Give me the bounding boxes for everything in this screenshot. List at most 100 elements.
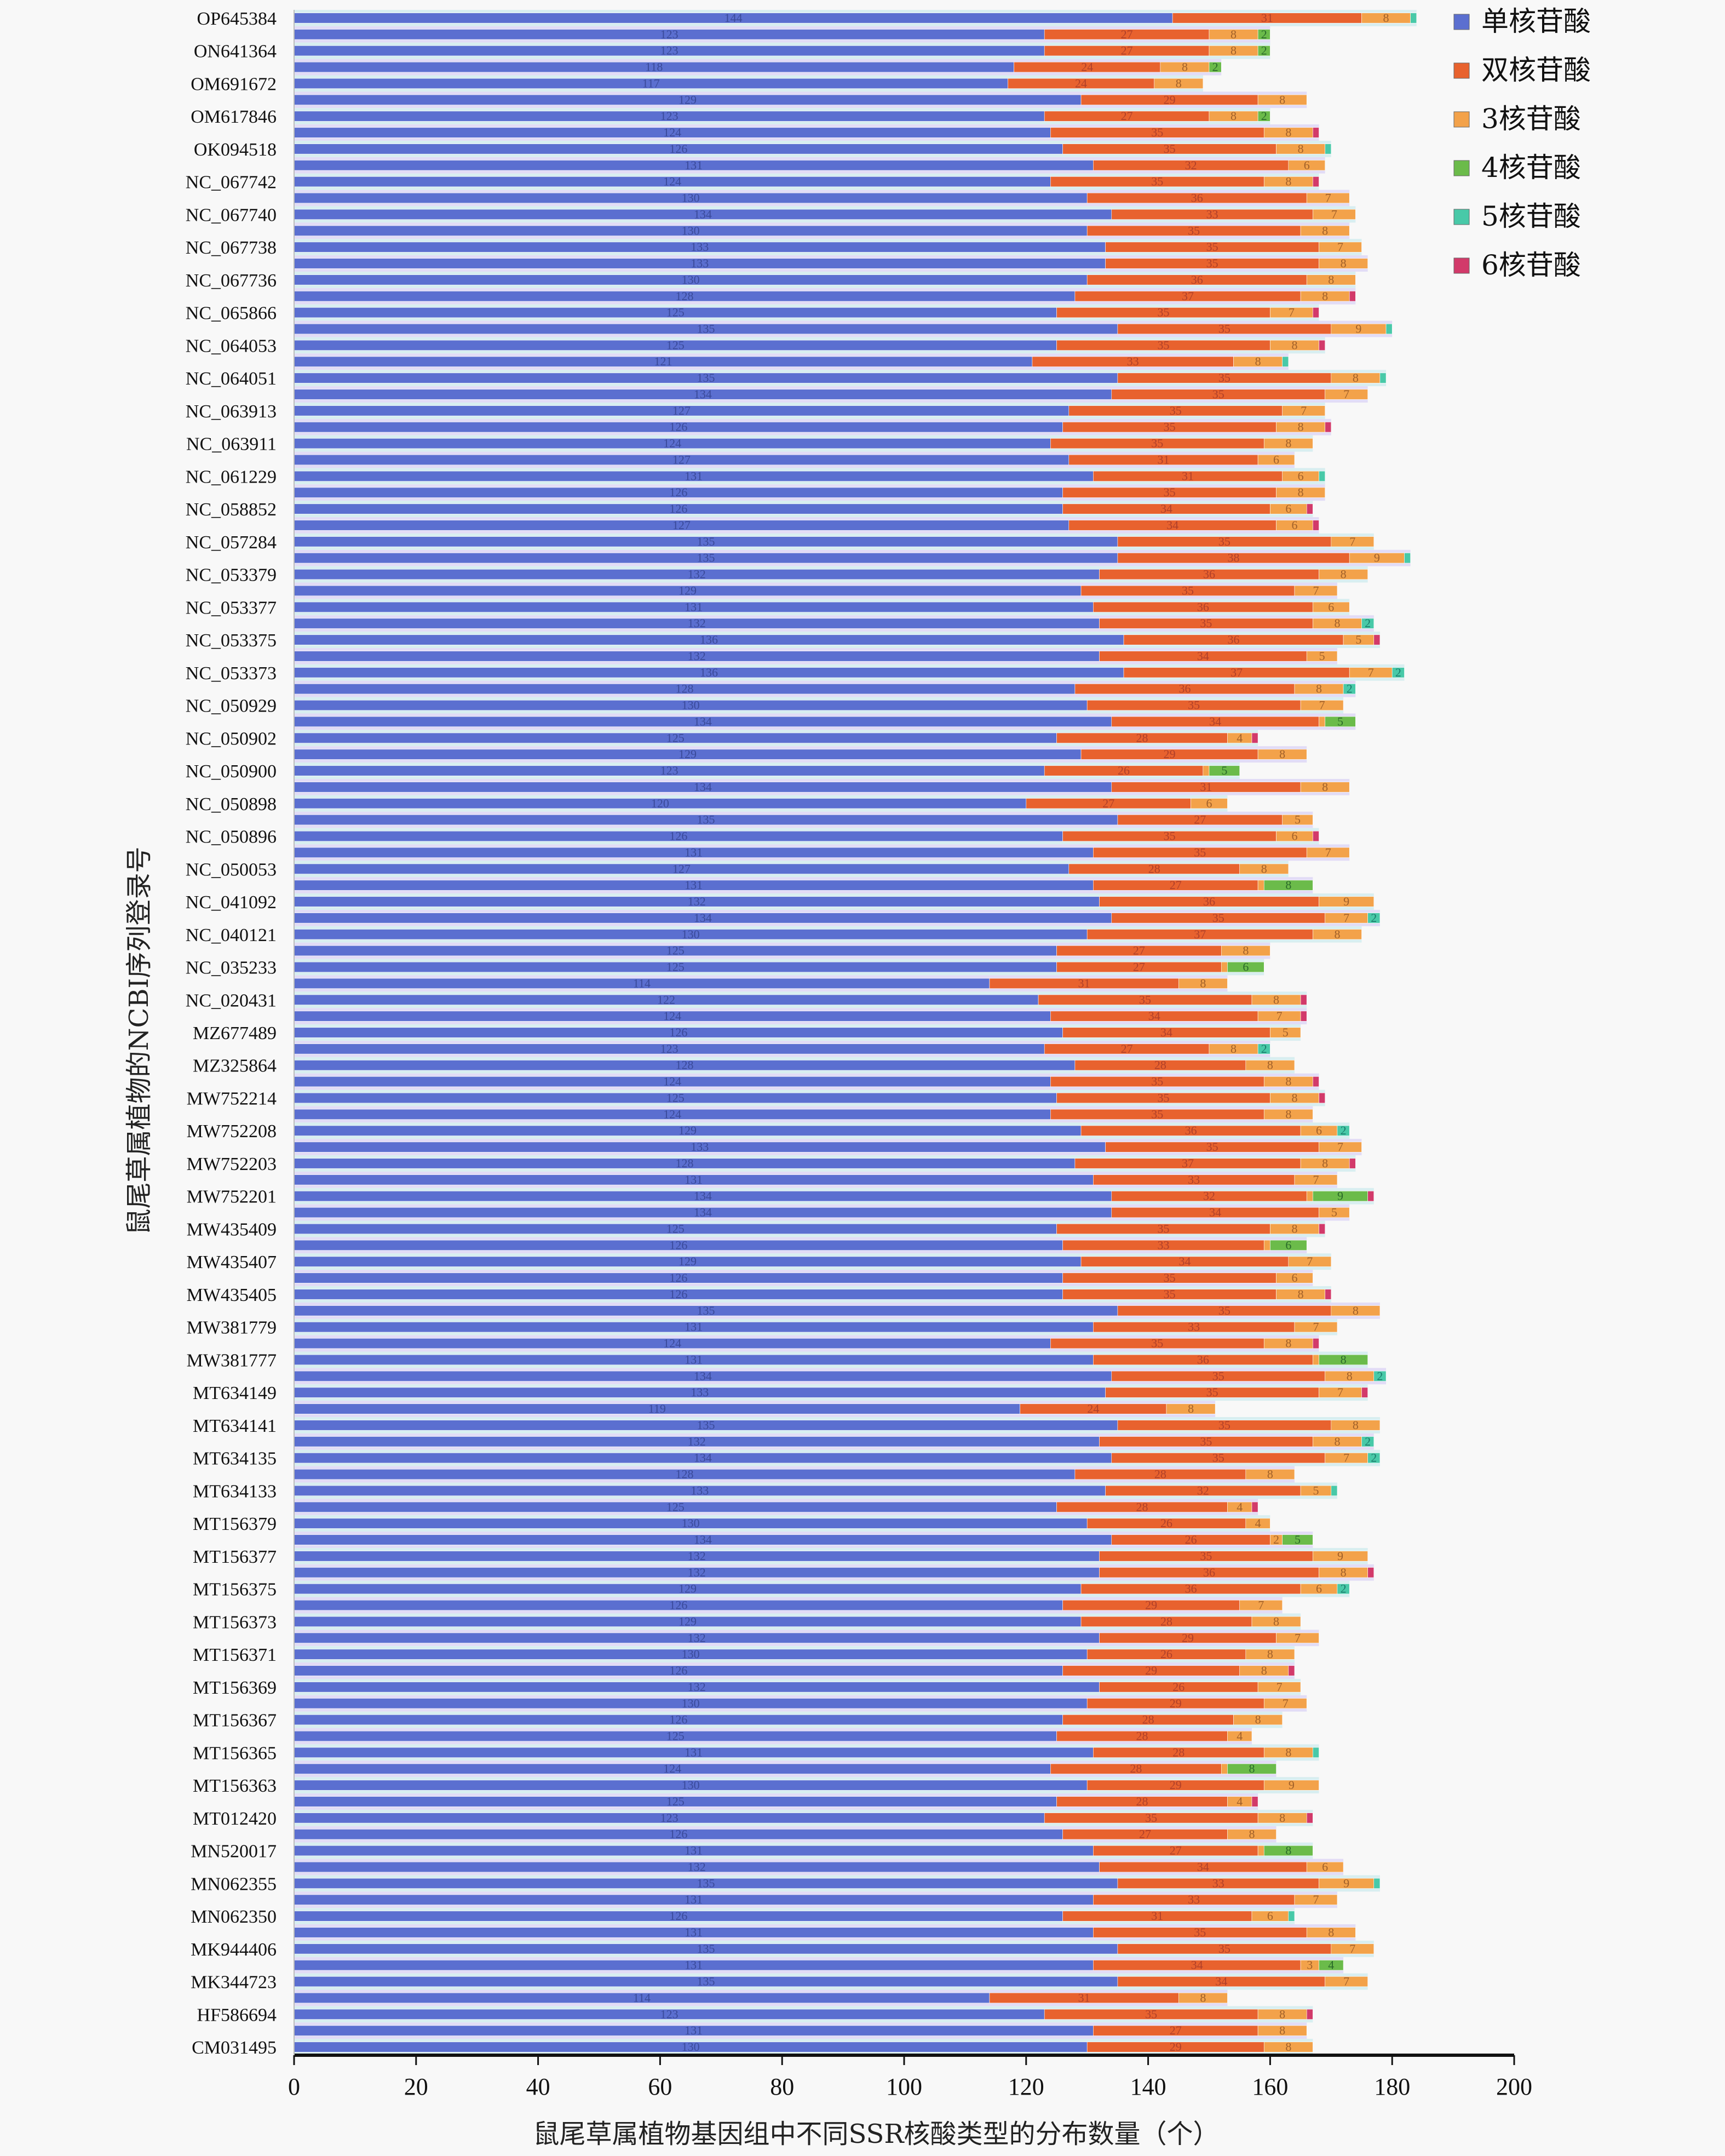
bar-segment-3 [1294,1894,1338,1905]
bar-value-label: 126 [669,1287,687,1301]
bar-value-label: 32 [1197,1483,1209,1497]
bar-value-label: 27 [1170,878,1182,892]
legend-label: 6核苷酸 [1481,249,1581,281]
bar-value-label: 26 [1160,1647,1172,1661]
y-tick-label: MW381779 [187,1318,277,1338]
bar-value-label: 31 [1078,976,1090,990]
bar-value-label: 8 [1291,1091,1297,1104]
y-tick-label: NC_050929 [186,696,277,716]
bar-value-label: 124 [663,175,681,188]
bar-value-label: 8 [1279,93,1285,106]
bar-value-label: 9 [1355,322,1361,336]
bar-value-label: 36 [1185,1123,1197,1137]
bar-value-label: 2 [1341,1582,1347,1596]
bar-value-label: 8 [1285,1337,1291,1350]
bar-value-label: 7 [1277,1009,1283,1023]
legend-label: 双核苷酸 [1481,54,1591,86]
y-tick-label: NC_053375 [186,630,277,651]
bar-value-label: 7 [1343,1975,1349,1988]
bar-value-label: 132 [688,1860,706,1873]
bar-segment-3 [1276,1272,1313,1283]
bar-value-label: 8 [1279,2023,1285,2037]
bar-value-label: 8 [1353,1418,1359,1432]
bar-value-label: 8 [1285,125,1291,139]
y-tick-label: NC_063911 [186,434,277,455]
bar-value-label: 29 [1145,1598,1157,1612]
bar-value-label: 27 [1170,1844,1182,1857]
bar-segment-3 [1239,863,1289,874]
bar-segment-3 [1203,765,1210,776]
bar-segment-4 [1227,961,1264,973]
x-tick-label: 200 [1496,2073,1532,2100]
bar-value-label: 8 [1273,993,1279,1006]
bar-value-label: 124 [663,125,681,139]
bar-segment-3 [1331,1305,1381,1316]
y-tick-label: NC_050896 [186,827,277,847]
bar-value-label: 29 [1170,2040,1182,2054]
y-tick-label: OP645384 [197,9,277,29]
bar-value-label: 126 [669,420,687,434]
bar-value-label: 131 [685,2023,703,2037]
bar-segment-4 [1263,880,1313,891]
bar-value-label: 27 [1170,2023,1182,2037]
bar-value-label: 9 [1374,551,1380,565]
bar-value-label: 8 [1298,485,1304,499]
bar-value-label: 5 [1295,813,1301,827]
y-tick-label: MZ325864 [193,1056,277,1076]
bar-value-label: 28 [1136,1729,1148,1742]
y-tick-label: NC_065866 [186,303,277,324]
y-tick-label: MT156369 [193,1678,277,1698]
bar-value-label: 37 [1231,666,1243,679]
bar-value-label: 8 [1285,2040,1291,2054]
legend-swatch [1453,62,1470,79]
bar-value-label: 2 [1261,109,1267,123]
bar-segment-3 [1191,798,1228,809]
bar-value-label: 6 [1273,452,1279,466]
bar-segment-3 [1319,716,1325,727]
bar-value-label: 131 [685,845,703,859]
y-tick-label: MN062355 [191,1874,277,1894]
bar-value-label: 135 [697,1975,715,1988]
bar-segment-4 [1227,1763,1277,1774]
bar-value-label: 126 [669,1598,687,1612]
bar-value-label: 2 [1395,666,1401,679]
y-tick-label: OM691672 [191,74,277,94]
bar-segment-3 [1306,274,1356,285]
y-tick-label: NC_064053 [186,336,277,356]
bar-value-label: 8 [1231,44,1237,58]
bar-value-label: 35 [1164,142,1176,156]
legend-swatch [1453,111,1470,128]
bar-value-label: 2 [1212,60,1218,74]
bar-value-label: 36 [1203,894,1215,908]
bar-value-label: 129 [679,1614,697,1628]
bar-value-label: 7 [1258,1598,1264,1612]
y-tick-label: MT156371 [193,1645,277,1665]
bar-value-label: 6 [1243,960,1249,974]
bar-value-label: 33 [1157,1238,1169,1252]
bar-value-label: 114 [633,1991,651,2004]
bar-segment-3 [1166,1403,1216,1414]
bar-value-label: 128 [675,1156,693,1170]
bar-segment-3 [1276,487,1325,498]
bar-segment-3 [1325,389,1368,400]
bar-value-label: 7 [1283,1696,1289,1710]
y-tick-label: MT156375 [193,1580,277,1600]
y-tick-label: MT634149 [193,1383,277,1403]
bar-segment-3 [1263,1780,1319,1791]
y-axis-labels: OP645384 ON641364 OM691672 OM617846 OK094518… [186,9,277,2058]
bar-value-label: 31 [1078,1991,1090,2004]
bar-value-label: 29 [1170,1696,1182,1710]
bar-value-label: 7 [1295,1631,1301,1644]
bar-segment-5 [1404,553,1411,564]
bar-value-label: 27 [1121,44,1133,58]
bar-value-label: 8 [1249,1827,1255,1841]
bar-value-label: 31 [1151,1909,1163,1923]
bar-segment-3 [1221,961,1228,973]
y-tick-label: MW381777 [187,1350,277,1371]
bar-value-label: 8 [1285,437,1291,450]
bar-value-label: 9 [1343,1876,1349,1890]
bar-value-label: 131 [685,1844,703,1857]
bar-segment-4 [1319,1960,1344,1971]
bar-value-label: 134 [694,1369,712,1383]
bar-value-label: 130 [682,1778,700,1792]
